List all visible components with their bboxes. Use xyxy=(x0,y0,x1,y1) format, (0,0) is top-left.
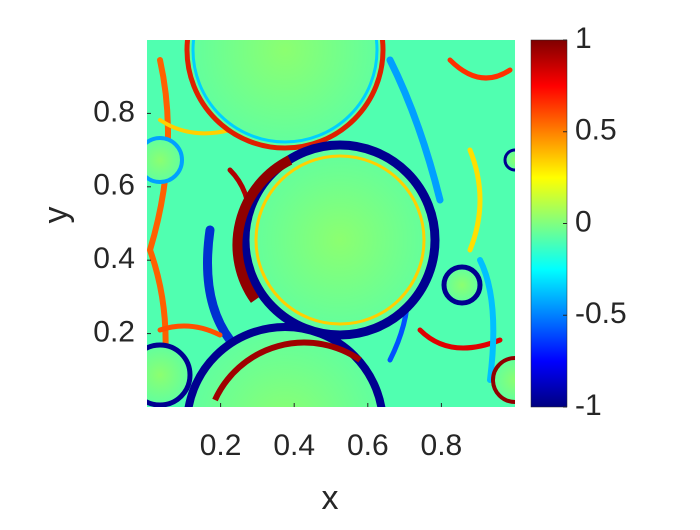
colorbar xyxy=(530,39,568,408)
y-tick-label: 0.4 xyxy=(93,242,135,275)
colorbar-tick-label: -0.5 xyxy=(575,297,627,330)
x-axis-label: x xyxy=(322,479,339,517)
colorbar-tick-label: 0 xyxy=(575,205,592,238)
x-tick-label: 0.2 xyxy=(200,429,242,462)
y-tick-label: 0.2 xyxy=(93,316,135,349)
x-tick-label: 0.6 xyxy=(347,429,389,462)
y-tick-label: 0.6 xyxy=(93,169,135,202)
x-tick-label: 0.4 xyxy=(273,429,315,462)
colorbar-tick-label: -1 xyxy=(575,389,602,422)
y-tick-label: 0.8 xyxy=(93,95,135,128)
x-tick-label: 0.8 xyxy=(421,429,463,462)
colorbar-tick-label: 0.5 xyxy=(575,114,617,147)
y-axis-label: y xyxy=(37,207,75,224)
field xyxy=(147,40,515,407)
colorbar-tick-label: 1 xyxy=(575,22,592,55)
